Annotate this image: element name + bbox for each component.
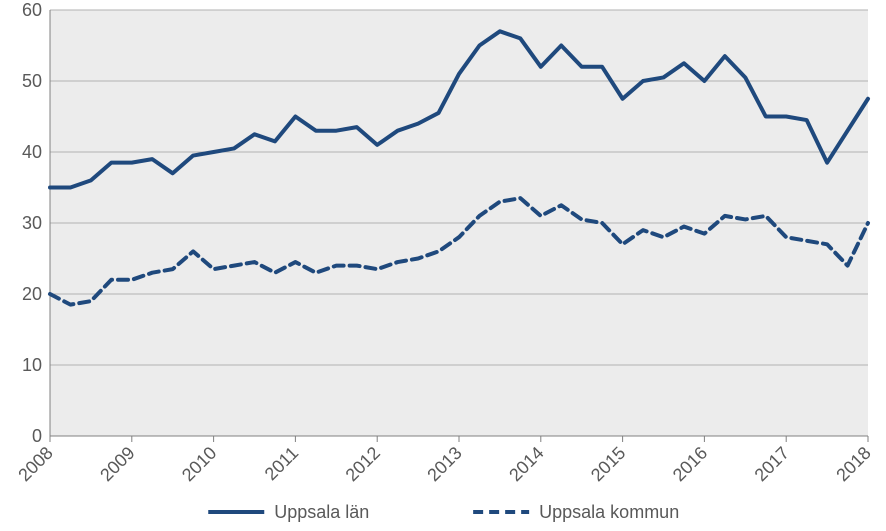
legend-label: Uppsala län <box>274 502 369 522</box>
line-chart: 0102030405060200820092010201120122013201… <box>0 0 886 531</box>
y-tick-label: 0 <box>32 426 42 446</box>
legend-label: Uppsala kommun <box>539 502 679 522</box>
y-tick-label: 10 <box>22 355 42 375</box>
y-tick-label: 20 <box>22 284 42 304</box>
y-tick-label: 50 <box>22 71 42 91</box>
y-tick-label: 30 <box>22 213 42 233</box>
y-tick-label: 60 <box>22 0 42 20</box>
y-tick-label: 40 <box>22 142 42 162</box>
